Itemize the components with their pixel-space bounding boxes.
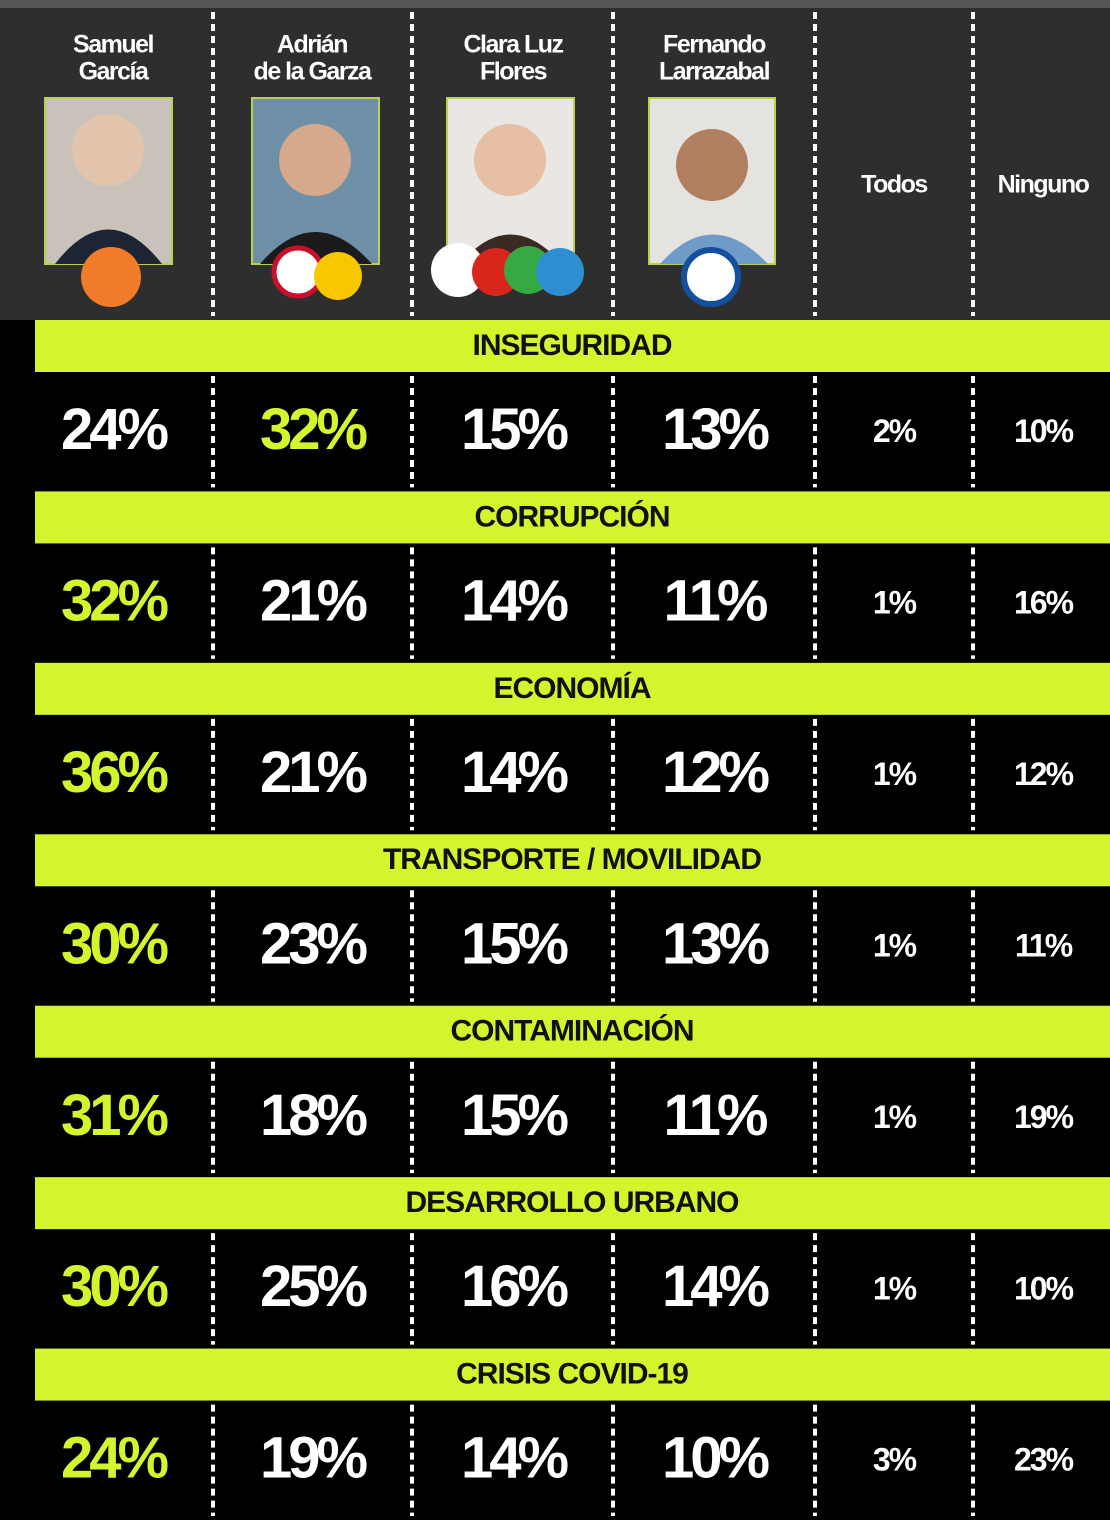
cell-value: 1% — [873, 1270, 917, 1306]
party-logo — [536, 248, 584, 296]
cell-value: 32% — [61, 568, 169, 633]
cell-value: 23% — [260, 911, 368, 976]
cell-value: 30% — [61, 911, 169, 976]
cell-value: 12% — [662, 740, 770, 805]
cell-value: 13% — [662, 911, 770, 976]
cell-value: 19% — [260, 1426, 368, 1491]
column-name: Adrián — [277, 31, 347, 59]
cell-value: 23% — [1014, 1442, 1074, 1478]
cell-value: 21% — [260, 740, 368, 805]
party-logo — [314, 252, 362, 300]
column-name: Todos — [861, 171, 927, 199]
cell-value: 2% — [873, 413, 917, 449]
cell-value: 16% — [1014, 585, 1074, 621]
column-name: de la Garza — [254, 58, 373, 86]
cell-value: 31% — [61, 1083, 169, 1148]
cell-value: 11% — [664, 1083, 768, 1148]
cell-value: 30% — [61, 1254, 169, 1319]
column-name: Flores — [480, 58, 547, 86]
cell-value: 12% — [1014, 756, 1074, 792]
cell-value: 36% — [61, 740, 169, 805]
section-title: CONTAMINACIÓN — [450, 1014, 693, 1048]
cell-value: 21% — [260, 568, 368, 633]
column-name: Samuel — [73, 31, 153, 59]
section-title: ECONOMÍA — [494, 671, 651, 705]
column-name: García — [79, 58, 150, 86]
cell-value: 14% — [461, 740, 569, 805]
column-name: Larrazabal — [659, 58, 770, 86]
column-name: Fernando — [663, 31, 766, 59]
cell-value: 16% — [461, 1254, 569, 1319]
party-logo — [81, 247, 141, 307]
cell-value: 15% — [461, 911, 569, 976]
cell-value: 25% — [260, 1254, 368, 1319]
cell-value: 24% — [61, 397, 169, 462]
column-name: Clara Luz — [463, 31, 563, 59]
cell-value: 1% — [873, 585, 917, 621]
section-title: CRISIS COVID-19 — [456, 1357, 688, 1390]
photo-face — [676, 129, 748, 201]
section-title: CORRUPCIÓN — [474, 499, 669, 533]
cell-value: 24% — [61, 1426, 169, 1491]
photo-face — [474, 124, 546, 196]
cell-value: 10% — [1014, 1270, 1074, 1306]
cell-value: 32% — [260, 397, 368, 462]
photo-face — [279, 124, 351, 196]
cell-value: 14% — [662, 1254, 770, 1319]
cell-value: 3% — [873, 1442, 917, 1478]
cell-value: 11% — [1015, 927, 1073, 963]
cell-value: 1% — [873, 927, 917, 963]
cell-value: 13% — [662, 397, 770, 462]
cell-value: 15% — [461, 1083, 569, 1148]
cell-value: 10% — [1014, 413, 1074, 449]
party-logo — [684, 250, 738, 304]
cell-value: 19% — [1014, 1099, 1074, 1135]
cell-value: 15% — [461, 397, 569, 462]
cell-value: 18% — [260, 1083, 368, 1148]
cell-value: 1% — [873, 756, 917, 792]
section-title: INSEGURIDAD — [472, 329, 671, 362]
section-title: TRANSPORTE / MOVILIDAD — [383, 843, 761, 876]
poll-table: SamuelGarcía Adriánde la Garza Clara LuzFl… — [0, 0, 1110, 1520]
cell-value: 14% — [461, 568, 569, 633]
cell-value: 1% — [873, 1099, 917, 1135]
cell-value: 10% — [662, 1426, 770, 1491]
cell-value: 14% — [461, 1426, 569, 1491]
top-strip — [0, 0, 1110, 8]
section-title: DESARROLLO URBANO — [406, 1186, 740, 1219]
photo-face — [72, 114, 144, 186]
cell-value: 11% — [664, 568, 768, 633]
column-name: Ninguno — [998, 171, 1090, 199]
